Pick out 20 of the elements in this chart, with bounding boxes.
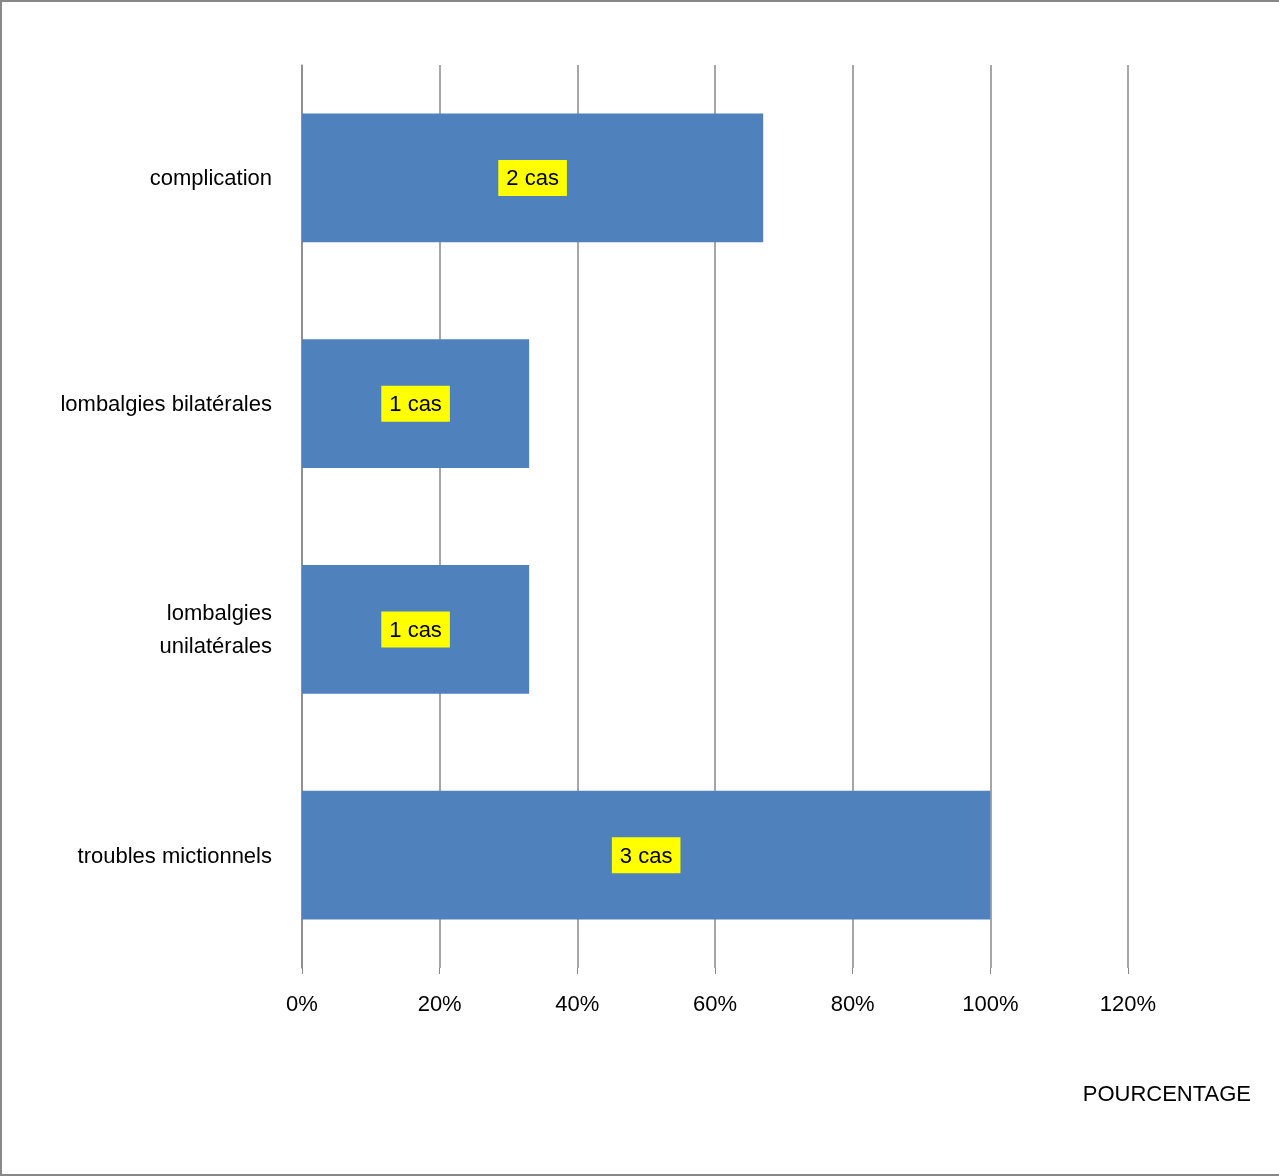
annotation: 1 cas: [389, 616, 442, 642]
y-tick-label: troubles mictionnels: [77, 842, 272, 868]
x-tick-label: 80%: [830, 990, 875, 1016]
x-axis-title: POURCENTAGE: [1082, 1080, 1251, 1106]
y-tick-label: lombalgies bilatérales: [60, 391, 272, 417]
bar: [302, 790, 991, 920]
x-tick-label: 40%: [555, 990, 600, 1016]
x-tick-label: 0%: [286, 990, 318, 1016]
x-tick-label: 120%: [1099, 990, 1157, 1016]
annotation: 3 cas: [619, 842, 673, 868]
annotation: 1 cas: [389, 391, 442, 417]
x-tick-label: 60%: [692, 990, 738, 1016]
annotation: 2 cas: [506, 165, 559, 191]
y-tick-label: lombalgies unilatérales: [159, 600, 272, 659]
x-tick-label: 100%: [962, 990, 1019, 1016]
bar: [302, 565, 530, 694]
y-tick-label: complication: [149, 165, 272, 191]
x-tick-label: 20%: [417, 990, 462, 1016]
bar: [302, 113, 764, 243]
bar: [302, 339, 530, 468]
